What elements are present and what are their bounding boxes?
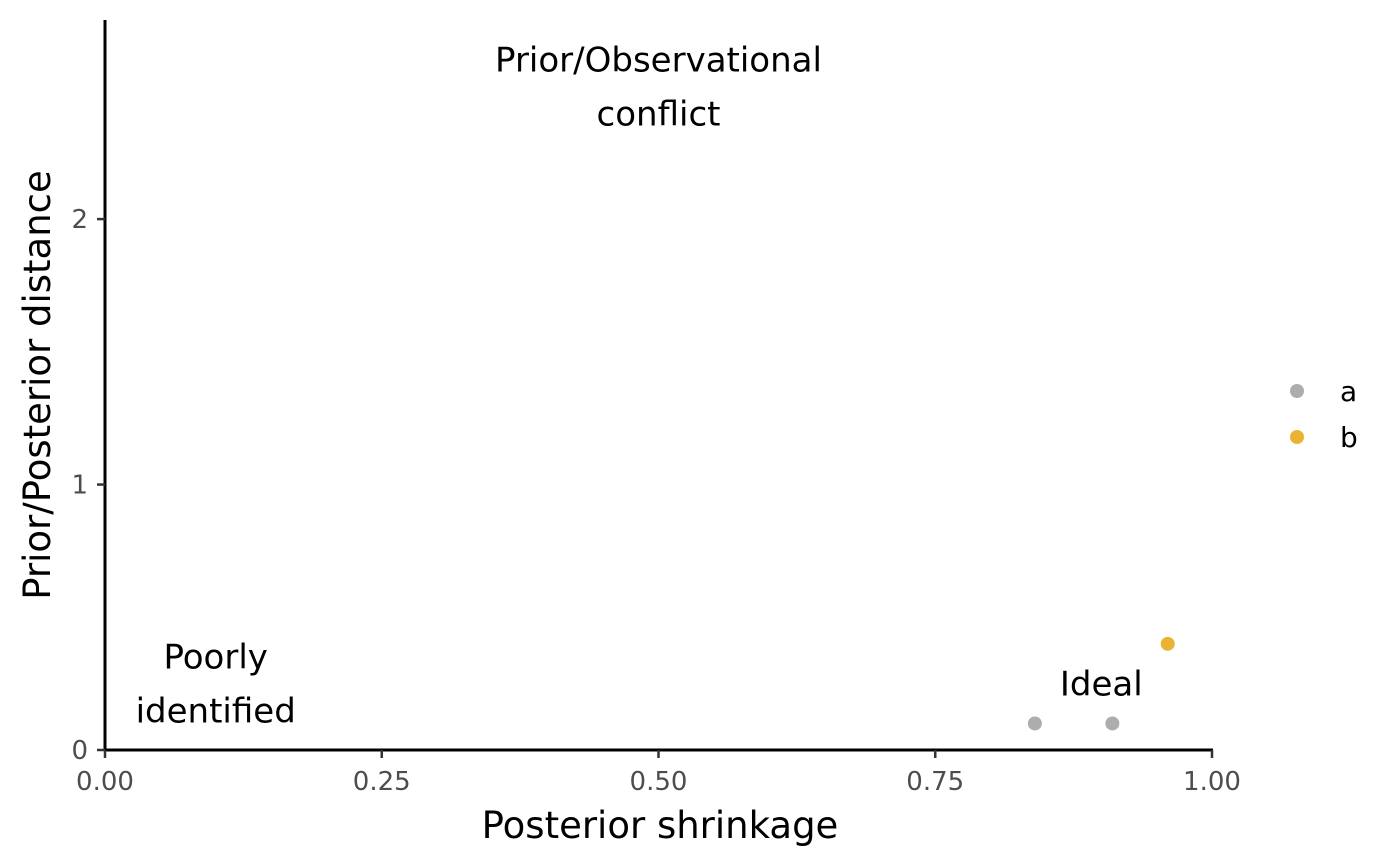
x-tick-label: 0.25 — [353, 767, 411, 797]
y-axis-title: Prior/Posterior distance — [16, 170, 59, 600]
legend-key-b — [1290, 430, 1304, 444]
x-tick-label: 0.50 — [630, 767, 688, 797]
x-ticks: 0.00 0.25 0.50 0.75 1.00 — [76, 750, 1241, 797]
annotation-text: Ideal — [1060, 665, 1143, 705]
annotation-text: conflict — [597, 94, 721, 134]
data-points — [1027, 636, 1175, 731]
point-b — [1160, 636, 1175, 651]
annotation-text: Poorly — [163, 638, 267, 678]
annotation-text: Prior/Observational — [495, 40, 822, 80]
x-tick-label: 0.00 — [76, 767, 134, 797]
legend-key-a — [1290, 384, 1304, 398]
legend-label: a — [1340, 375, 1357, 408]
x-tick-label: 1.00 — [1183, 767, 1241, 797]
legend-label: b — [1340, 421, 1358, 454]
y-tick-label: 0 — [71, 736, 88, 766]
point-a — [1105, 716, 1120, 731]
x-tick-label: 0.75 — [906, 767, 964, 797]
x-axis-title: Posterior shrinkage — [482, 804, 839, 847]
point-a — [1027, 716, 1042, 731]
y-tick-label: 2 — [71, 205, 88, 235]
y-ticks: 0 1 2 — [71, 205, 105, 766]
annotation-text: identified — [136, 692, 296, 732]
annotations: Prior/Observational conflict Poorly identif… — [136, 40, 1143, 731]
y-tick-label: 1 — [71, 471, 88, 501]
legend: ab — [1290, 375, 1358, 454]
